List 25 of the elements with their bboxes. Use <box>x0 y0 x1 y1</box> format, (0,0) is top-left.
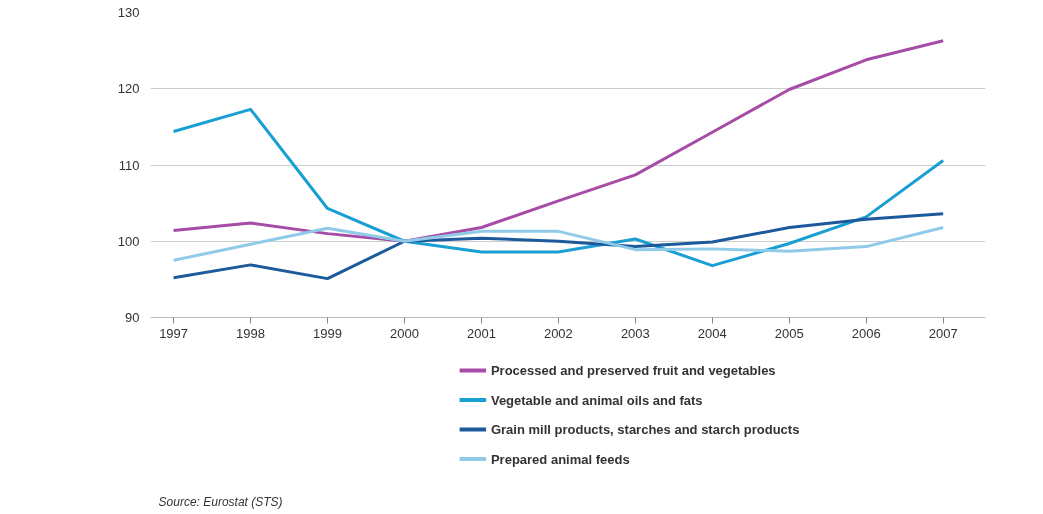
line-series <box>172 107 945 268</box>
x-tick-label: 1998 <box>236 325 266 341</box>
y-tick-label: 110 <box>118 157 140 173</box>
x-tick-label: 2007 <box>928 325 958 341</box>
x-tick-label: 2004 <box>697 325 727 341</box>
source-note: Source: Eurostat (STS) <box>158 494 283 509</box>
y-tick-label: 90 <box>125 310 140 325</box>
x-tick-label: 2006 <box>851 325 881 341</box>
x-tick-label: 2002 <box>543 325 573 341</box>
y-tick-label: 130 <box>117 5 140 20</box>
line-series <box>172 39 945 243</box>
legend-label: Prepared animal feeds <box>490 451 630 467</box>
line-series <box>172 226 945 262</box>
x-tick-label: 1997 <box>159 325 189 341</box>
legend-label: Vegetable and animal oils and fats <box>490 392 703 408</box>
y-tick-label: 120 <box>117 81 140 97</box>
line-series <box>172 212 945 281</box>
x-tick-label: 2000 <box>390 325 419 341</box>
x-tick-label: 2003 <box>620 325 650 341</box>
y-tick-label: 100 <box>117 233 140 249</box>
x-tick-label: 1999 <box>313 325 342 341</box>
legend-label: Grain mill products, starches and starch products <box>490 422 800 437</box>
x-tick-label: 2005 <box>774 325 804 341</box>
legend-label: Processed and preserved fruit and vegetables <box>490 363 776 378</box>
x-tick-label: 2001 <box>466 325 496 341</box>
